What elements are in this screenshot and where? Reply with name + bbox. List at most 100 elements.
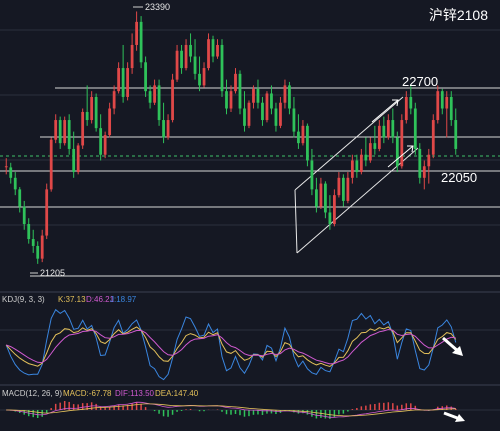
candle-up xyxy=(130,44,134,69)
kdj-d-value: D:46.21 xyxy=(86,295,115,304)
low-price-label: 21205 xyxy=(40,268,65,278)
candle-up xyxy=(171,79,174,121)
candle-up xyxy=(377,125,381,149)
candle-down xyxy=(139,21,143,63)
kdj-k-value: K:37.13 xyxy=(58,295,86,304)
candle-down xyxy=(409,96,413,109)
candle-up xyxy=(103,135,107,155)
macd-down-arrow-icon xyxy=(443,411,465,422)
macd-dif-line xyxy=(6,401,456,418)
candle-down xyxy=(454,120,458,149)
candle-down xyxy=(395,137,399,167)
candle-up xyxy=(332,195,336,225)
candle-down xyxy=(148,91,152,103)
candle-down xyxy=(382,125,386,138)
macd-histogram-group xyxy=(6,401,457,419)
candle-up xyxy=(247,102,251,126)
candle-down xyxy=(67,120,71,149)
candle-down xyxy=(180,50,183,69)
candle-down xyxy=(94,96,98,129)
candle-down xyxy=(121,68,125,97)
candle-down xyxy=(225,91,228,109)
candle-down xyxy=(355,160,359,173)
candle-down xyxy=(58,120,62,144)
candle-down xyxy=(193,56,197,74)
candle-down xyxy=(449,96,453,121)
candle-down xyxy=(288,85,291,109)
candle-up xyxy=(359,154,363,173)
candle-up xyxy=(45,189,49,236)
candle-up xyxy=(279,102,282,126)
candle-down xyxy=(211,39,215,57)
candle-up xyxy=(283,85,287,103)
candle-down xyxy=(238,73,242,109)
candle-down xyxy=(72,148,76,173)
candle-up xyxy=(63,120,67,144)
candle-up xyxy=(319,183,323,207)
candle-up xyxy=(40,235,44,259)
candle-down xyxy=(306,125,309,161)
candle-up xyxy=(368,143,372,161)
candle-down xyxy=(189,44,192,57)
candle-down xyxy=(31,239,35,246)
candle-up xyxy=(445,96,449,109)
kdj-d-line xyxy=(6,328,456,365)
candle-down xyxy=(440,91,444,109)
macd-value: MACD:-67.78 xyxy=(63,389,112,398)
candle-up xyxy=(117,68,121,92)
candle-up xyxy=(436,91,440,121)
candle-down xyxy=(261,102,264,121)
candle-up xyxy=(229,91,233,109)
candle-down xyxy=(243,108,246,126)
candle-down xyxy=(9,167,13,178)
candle-down xyxy=(220,44,224,92)
candle-down xyxy=(85,111,89,121)
candle-down xyxy=(274,108,278,126)
candle-down xyxy=(324,183,327,213)
candle-up xyxy=(4,166,8,168)
macd-dif-value: DIF:113.50 xyxy=(115,389,155,398)
kdj-k-line xyxy=(5,326,457,368)
candle-up xyxy=(153,85,156,103)
candle-down xyxy=(418,148,422,178)
candle-up xyxy=(265,93,269,121)
channel-arrow-icon xyxy=(371,99,399,123)
candle-up xyxy=(350,160,354,178)
resistance-level-label: 22700 xyxy=(402,74,438,89)
macd-dea-line xyxy=(6,403,456,417)
candle-up xyxy=(175,50,179,80)
candle-down xyxy=(270,93,273,109)
candle-down xyxy=(256,88,260,103)
candle-up xyxy=(166,120,170,138)
candle-down xyxy=(310,160,314,190)
candle-down xyxy=(315,189,318,207)
candle-down xyxy=(413,108,417,149)
candle-down xyxy=(328,212,332,225)
candle-up xyxy=(427,154,431,167)
chart-title: 沪锌2108 xyxy=(429,7,488,23)
candle-up xyxy=(301,125,305,144)
channel-arrow-icon xyxy=(387,145,414,168)
candle-down xyxy=(157,85,161,121)
candle-up xyxy=(81,111,85,146)
candle-down xyxy=(364,154,368,161)
channel-left-edge xyxy=(294,189,298,254)
candle-down xyxy=(292,108,296,132)
candle-up xyxy=(346,177,350,201)
candle-up xyxy=(400,120,404,167)
candle-up xyxy=(234,73,237,92)
candle-down xyxy=(144,62,147,92)
high-price-label: 23390 xyxy=(145,2,170,12)
candle-up xyxy=(54,120,58,140)
candle-up xyxy=(337,177,341,196)
candle-up xyxy=(422,166,426,178)
candle-down xyxy=(341,177,345,201)
macd-dea-value: DEA:147.40 xyxy=(155,389,199,398)
candle-up xyxy=(126,68,130,97)
candle-down xyxy=(18,189,22,207)
candle-up xyxy=(184,44,188,69)
candle-down xyxy=(22,206,26,225)
candle-down xyxy=(13,177,17,190)
